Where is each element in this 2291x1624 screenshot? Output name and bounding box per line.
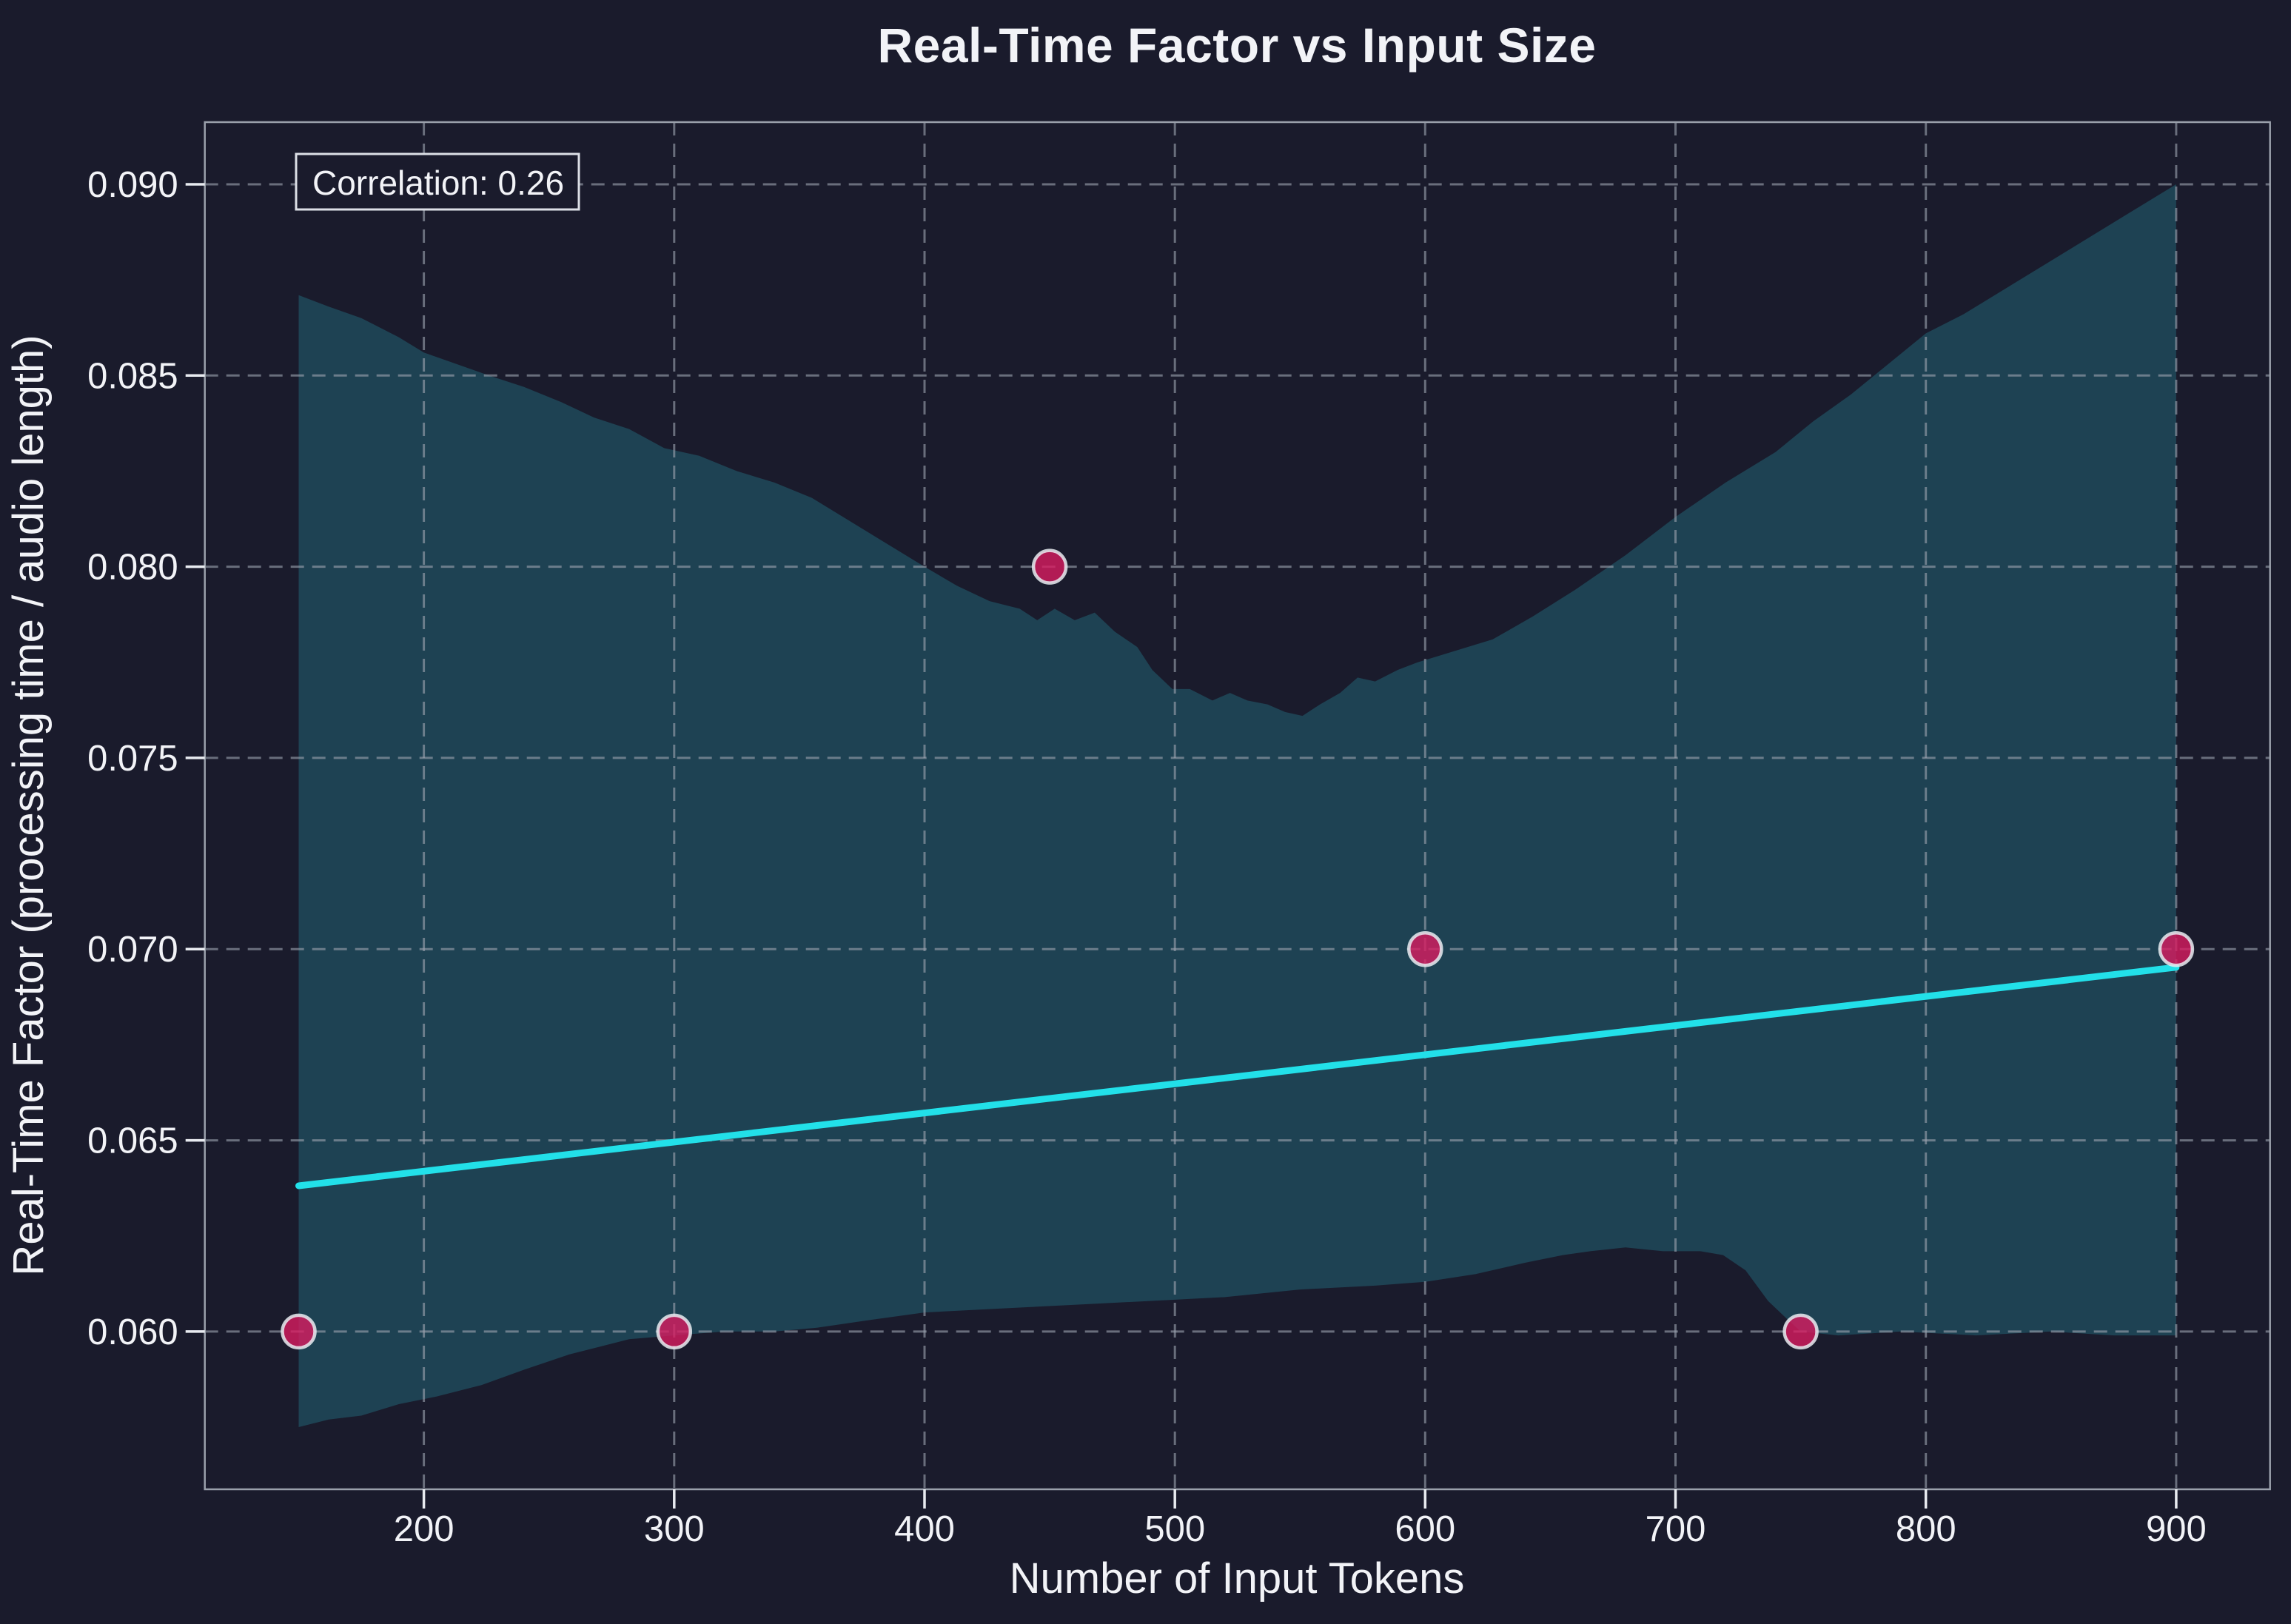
plot-border xyxy=(204,121,2271,1491)
scatter-point xyxy=(281,1313,317,1350)
x-tick-label: 200 xyxy=(394,1509,454,1549)
confidence-band xyxy=(298,184,2176,1427)
x-tick-label: 300 xyxy=(644,1509,705,1549)
y-tick-label: 0.070 xyxy=(87,930,178,970)
trend-line xyxy=(295,964,2180,1190)
y-tick-label: 0.080 xyxy=(87,548,178,588)
x-tick-label: 400 xyxy=(894,1509,955,1549)
annotation-box xyxy=(295,152,580,211)
x-tick-label: 800 xyxy=(1896,1509,1956,1549)
x-axis-label: Number of Input Tokens xyxy=(1010,1554,1465,1603)
y-axis-label: Real-Time Factor (processing time / audi… xyxy=(4,335,53,1275)
chart-title: Real-Time Factor vs Input Size xyxy=(877,18,1596,73)
x-tick-label: 600 xyxy=(1395,1509,1455,1549)
y-tick-label: 0.085 xyxy=(87,356,178,396)
scatter-point xyxy=(1407,930,1443,967)
y-tick-label: 0.075 xyxy=(87,739,178,779)
x-tick-label: 700 xyxy=(1646,1509,1706,1549)
scatter-point xyxy=(1031,548,1068,585)
correlation-annotation: Correlation: 0.26 xyxy=(295,152,580,211)
x-tick-label: 500 xyxy=(1144,1509,1205,1549)
x-tick-label: 900 xyxy=(2146,1509,2207,1549)
annotation-text: Correlation: 0.26 xyxy=(312,164,564,202)
y-tick-label: 0.060 xyxy=(87,1312,178,1352)
y-tick-label: 0.065 xyxy=(87,1121,178,1161)
scatter-point xyxy=(656,1313,693,1350)
y-tick-label: 0.090 xyxy=(87,165,178,205)
scatter-point xyxy=(1782,1313,1819,1350)
scatter-point xyxy=(2158,930,2195,967)
